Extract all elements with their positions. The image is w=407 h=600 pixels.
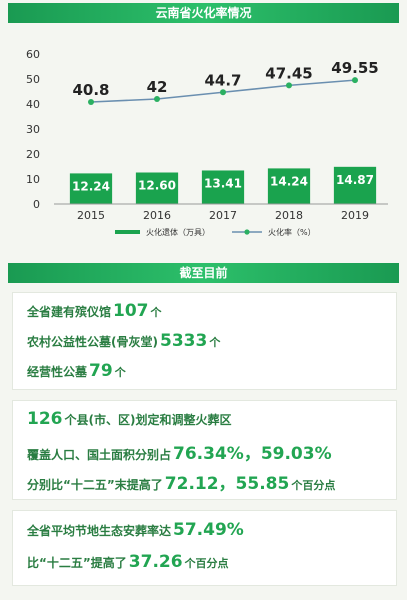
y-tick-label: 50 [26, 73, 40, 86]
fact-text: 个县(市、区)划定和调整火葬区 [64, 413, 232, 427]
legend: 火化遗体（万具） 火化率（%） [115, 227, 316, 237]
rate-data-label: 40.8 [72, 81, 109, 99]
rate-data-label: 47.45 [265, 64, 312, 82]
fact-unit: 个百分点 [291, 479, 336, 492]
fact-row: 全省平均节地生态安葬率达 57.49% [27, 520, 246, 540]
y-tick-label: 30 [26, 123, 40, 136]
legend-line-label: 火化率（%） [268, 227, 316, 237]
x-tick-label: 2015 [77, 209, 105, 222]
fact-unit: 个 [114, 366, 126, 379]
x-tick-label: 2017 [209, 209, 237, 222]
rate-point [286, 82, 292, 89]
x-tick-label: 2018 [275, 209, 303, 222]
fact-text: 农村公益性公墓(骨灰堂) [27, 335, 158, 349]
fact-row: 全省建有殡仪馆 107 个 [27, 301, 162, 321]
fact-number: 107 [113, 301, 149, 321]
fact-row: 比“十二五”提高了 37.26 个百分点 [27, 552, 229, 572]
y-tick-label: 10 [26, 173, 40, 186]
cremation-zone-panel: 126 个县(市、区)划定和调整火葬区 覆盖人口、国土面积分别占 76.34%，59… [12, 400, 397, 500]
fact-number: 5333 [159, 331, 208, 351]
x-tick-label: 2016 [143, 209, 171, 222]
line-series: 40.8 42 44.7 47.45 49.55 [72, 59, 379, 105]
fact-unit: 个百分点 [184, 557, 229, 570]
bar [69, 173, 113, 204]
chart-title: 云南省火化率情况 [8, 3, 399, 23]
fact-text: 全省建有殡仪馆 [27, 305, 112, 319]
fact-row: 126 个县(市、区)划定和调整火葬区 [27, 409, 231, 429]
fact-row: 农村公益性公墓(骨灰堂) 5333 个 [27, 331, 220, 351]
fact-number: 57.49% [173, 520, 244, 540]
bar [201, 170, 245, 204]
rate-point [88, 99, 94, 105]
facilities-panel: 全省建有殡仪馆 107 个 农村公益性公墓(骨灰堂) 5333 个 经营性公墓 79 个 [12, 292, 397, 390]
rate-data-label: 49.55 [331, 59, 378, 77]
y-axis: 0 10 20 30 40 50 60 [26, 48, 40, 211]
bar-data-label: 12.24 [72, 179, 110, 193]
bar-data-label: 12.60 [138, 179, 176, 193]
fact-text: 分别比“十二五”末提高了 [27, 478, 163, 492]
fact-number: 37.26 [128, 552, 183, 572]
y-tick-label: 40 [26, 98, 40, 111]
rate-point [154, 96, 160, 102]
fact-row: 覆盖人口、国土面积分别占 76.34%，59.03% [27, 439, 334, 464]
eco-burial-panel: 全省平均节地生态安葬率达 57.49% 比“十二五”提高了 37.26 个百分点 [12, 510, 397, 586]
x-tick-label: 2019 [341, 209, 369, 222]
fact-text: 比“十二五”提高了 [27, 556, 127, 570]
fact-text: 覆盖人口、国土面积分别占 [27, 448, 172, 462]
y-tick-label: 20 [26, 148, 40, 161]
section-title: 截至目前 [8, 263, 399, 283]
bar [135, 172, 179, 204]
fact-unit: 个 [150, 306, 162, 319]
rate-data-label: 44.7 [204, 71, 241, 89]
fact-number: 72.12，55.85 [164, 474, 290, 494]
rate-point [352, 77, 358, 84]
bar [333, 166, 377, 204]
fact-number: 126 [27, 409, 63, 429]
bar [267, 168, 311, 204]
fact-text: 全省平均节地生态安葬率达 [27, 524, 172, 538]
bar-data-label: 13.41 [204, 176, 242, 190]
fact-text: 经营性公墓 [27, 365, 88, 379]
fact-row: 经营性公墓 79 个 [27, 361, 126, 381]
y-tick-label: 60 [26, 48, 40, 61]
fact-number: 76.34%，59.03% [173, 444, 332, 464]
rate-point [220, 89, 226, 96]
rate-data-label: 42 [147, 78, 168, 96]
x-axis: 2015 2016 2017 2018 2019 [54, 203, 388, 222]
legend-bar-label: 火化遗体（万具） [146, 227, 210, 237]
bar-data-label: 14.87 [336, 173, 374, 187]
legend-line-marker [244, 229, 250, 235]
fact-number: 79 [89, 361, 113, 381]
bar-series: 12.24 12.60 13.41 14.24 14.87 [69, 166, 377, 204]
y-tick-label: 0 [33, 198, 40, 211]
fact-unit: 个 [209, 336, 221, 349]
bar-data-label: 14.24 [270, 174, 308, 188]
fact-row: 分别比“十二五”末提高了 72.12，55.85 个百分点 [27, 469, 335, 494]
